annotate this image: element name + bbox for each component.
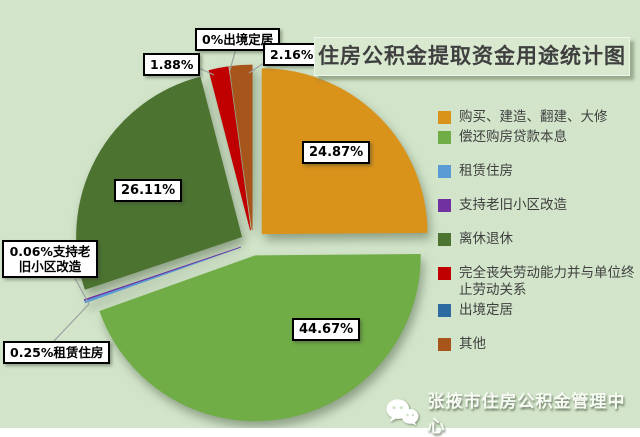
legend-swatch — [438, 199, 451, 212]
legend-swatch — [438, 233, 451, 246]
legend-item: 其他 — [438, 336, 636, 353]
legend-label: 其他 — [459, 336, 486, 352]
legend-swatch — [438, 131, 451, 144]
pie-slice — [83, 246, 241, 301]
legend-label: 完全丧失劳动能力并与单位终止劳动关系 — [459, 265, 635, 298]
legend-item: 购买、建造、翻建、大修 — [438, 109, 636, 126]
wechat-icon — [386, 399, 419, 426]
legend: 购买、建造、翻建、大修 偿还购房贷款本息 租赁住房支持老旧小区改造 离休退休完全丧失劳… — [438, 109, 636, 370]
pie-slice — [99, 254, 421, 422]
pie-slices — [76, 64, 428, 422]
data-label-repay: 44.67% — [292, 318, 361, 341]
legend-swatch — [438, 111, 451, 124]
legend-swatch — [438, 165, 451, 178]
data-label-abroad: 0%出境定居 — [195, 28, 281, 51]
data-label-other: 2.16% — [263, 43, 321, 66]
data-label-purchase: 24.87% — [302, 141, 371, 164]
watermark-text: 张掖市住房公积金管理中心 — [427, 392, 626, 437]
data-label-rent: 0.25%租赁住房 — [3, 341, 111, 364]
legend-swatch — [438, 304, 451, 317]
legend-item: 支持老旧小区改造 — [438, 197, 636, 214]
legend-label: 支持老旧小区改造 — [459, 197, 567, 213]
legend-item: 租赁住房 — [438, 163, 636, 180]
pie-slice — [229, 64, 253, 231]
legend-swatch — [438, 267, 451, 280]
pie-slice — [208, 66, 251, 231]
legend-label: 出境定居 — [459, 302, 513, 318]
leader-line — [71, 272, 90, 305]
chart-title: 住房公积金提取资金用途统计图 — [314, 37, 630, 76]
watermark: 张掖市住房公积金管理中心 — [386, 387, 640, 437]
legend-label: 偿还购房贷款本息 — [459, 129, 567, 145]
leader-line — [52, 303, 90, 343]
legend-label: 购买、建造、翻建、大修 — [459, 109, 608, 125]
data-label-retire: 26.11% — [114, 179, 183, 202]
legend-item: 离休退休 — [438, 231, 636, 248]
legend-swatch — [438, 338, 451, 351]
legend-item: 完全丧失劳动能力并与单位终止劳动关系 — [438, 265, 636, 299]
legend-label: 离休退休 — [459, 231, 513, 247]
legend-item: 出境定居 — [438, 302, 636, 319]
legend-item: 偿还购房贷款本息 — [438, 129, 636, 146]
data-label-renovation: 0.06%支持老旧小区改造 — [2, 240, 98, 278]
legend-label: 租赁住房 — [459, 163, 513, 179]
pie-chart — [52, 44, 428, 422]
data-label-disability: 1.88% — [143, 53, 201, 76]
